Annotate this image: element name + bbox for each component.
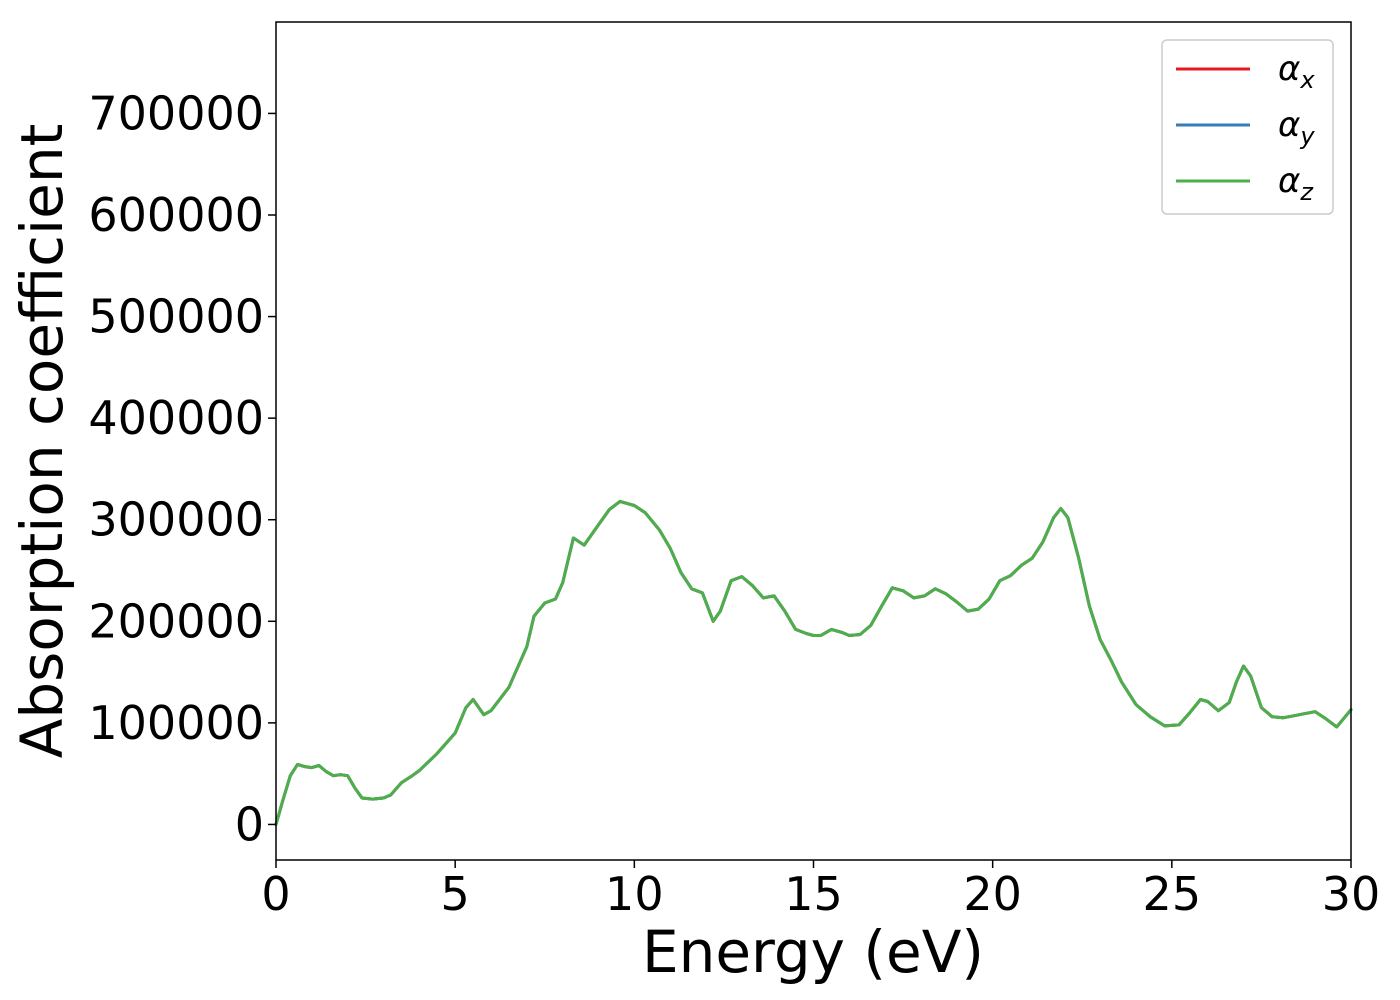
x-axis-ticks: 0 5 10 15 20 25 30 — [261, 860, 1380, 921]
y-tick-label: 400000 — [88, 391, 264, 445]
y-axis-title: Absorption coefficient — [8, 124, 76, 759]
y-tick-label: 100000 — [88, 696, 264, 750]
x-tick-label: 5 — [441, 867, 470, 921]
y-tick-label: 200000 — [88, 594, 264, 648]
series-layer — [274, 499, 1353, 826]
y-tick-label: 0 — [235, 797, 264, 851]
y-tick-label: 500000 — [88, 290, 264, 344]
x-axis-title: Energy (eV) — [642, 918, 984, 986]
x-tick-label: 20 — [963, 867, 1022, 921]
y-tick-label: 300000 — [88, 493, 264, 547]
y-axis-ticks: 0 100000 200000 300000 400000 500000 600000 700… — [88, 86, 276, 851]
x-tick-label: 10 — [605, 867, 664, 921]
x-tick-label: 15 — [784, 867, 843, 921]
x-tick-label: 25 — [1143, 867, 1202, 921]
y-tick-label: 700000 — [88, 86, 264, 140]
legend-label-alpha-y: αy — [1278, 105, 1315, 150]
y-tick-label: 600000 — [88, 188, 264, 242]
legend-box — [1161, 39, 1334, 215]
x-tick-label: 0 — [261, 867, 290, 921]
series-line-alpha-z — [274, 499, 1353, 826]
x-tick-label: 30 — [1322, 867, 1381, 921]
